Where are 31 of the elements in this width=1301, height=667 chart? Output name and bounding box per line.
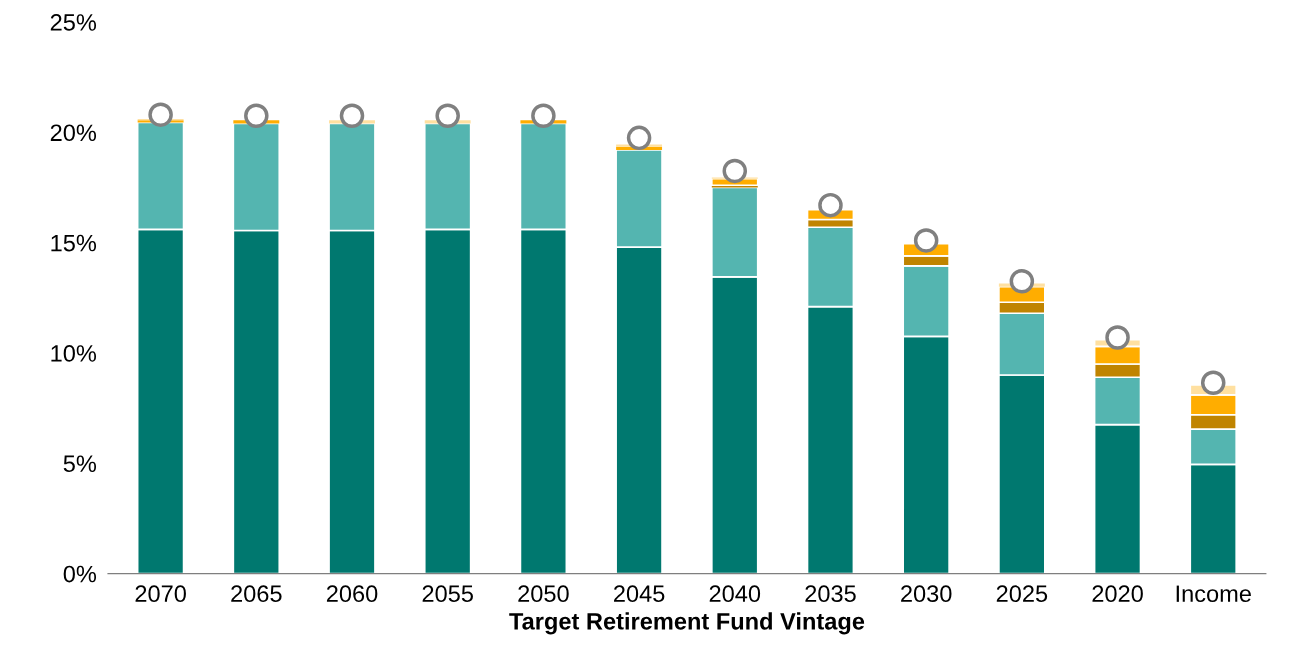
x-tick-label: 2045 <box>614 585 665 603</box>
x-tick-label: Income <box>1176 585 1251 603</box>
x-tick-label: 2040 <box>709 585 761 603</box>
y-tick-label: 15% <box>51 234 97 252</box>
point <box>531 103 556 129</box>
point <box>626 125 652 151</box>
y-tick-label: 25% <box>50 14 97 31</box>
point <box>818 192 843 218</box>
x-tick-label: 2060 <box>326 585 378 603</box>
x-axis-title: Target Retirement Fund Vintage <box>509 612 865 635</box>
point <box>1009 268 1035 294</box>
x-tick-label: 2050 <box>518 585 569 603</box>
x-tick-label: 2070 <box>135 585 186 603</box>
y-tick-label: 10% <box>51 345 97 362</box>
y-tick-label: 20% <box>50 124 97 142</box>
y-tick-label: 0% <box>63 565 97 583</box>
x-tick-label: 2020 <box>1092 585 1143 603</box>
x-tick-label: 2025 <box>996 585 1048 603</box>
point <box>722 158 748 184</box>
y-tick-label: 5% <box>63 455 97 473</box>
x-tick-label: 2055 <box>422 585 473 603</box>
point <box>1105 325 1130 350</box>
x-tick-label: 2035 <box>805 585 856 603</box>
point <box>1200 370 1226 396</box>
point <box>435 103 460 129</box>
x-tick-label: 2030 <box>901 585 952 603</box>
x-tick-label: 2065 <box>231 585 282 603</box>
point <box>244 103 269 129</box>
point <box>148 102 173 127</box>
point <box>339 103 365 129</box>
point <box>913 228 939 253</box>
